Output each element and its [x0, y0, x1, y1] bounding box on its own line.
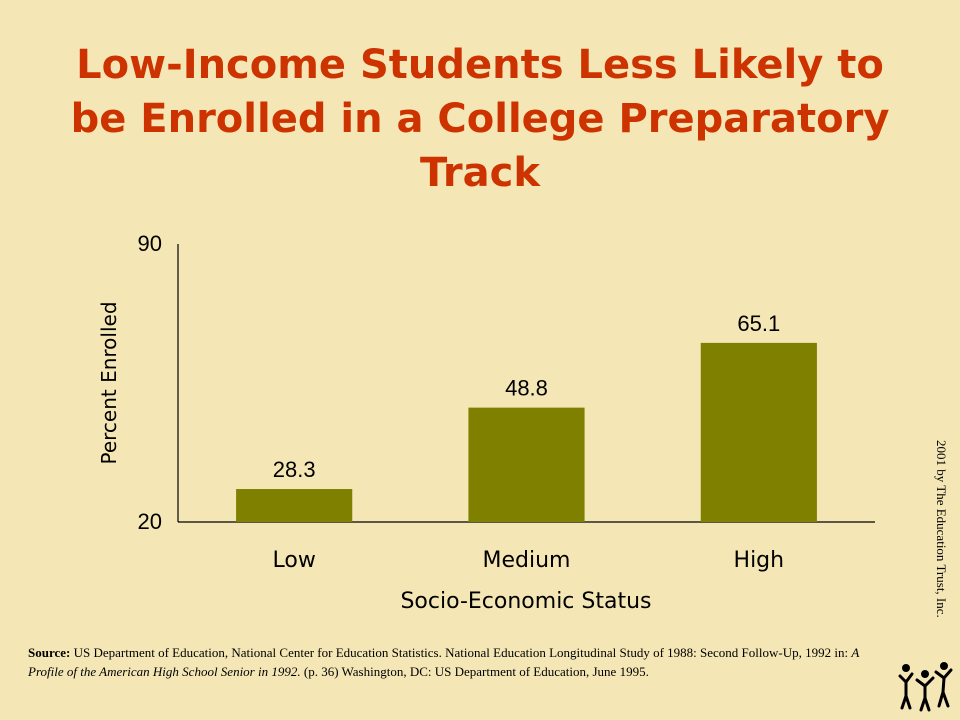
source-note: Source: US Department of Education, Nati… — [28, 643, 868, 681]
x-axis-label: Socio-Economic Status — [400, 589, 651, 614]
source-label: Source: — [28, 645, 71, 660]
y-axis-label: Percent Enrolled — [97, 301, 121, 464]
source-text-before: US Department of Education, National Cen… — [70, 645, 852, 660]
bar-chart: 90 20 Percent Enrolled Socio-Economic St… — [97, 231, 875, 614]
copyright-notice: 2001 by The Education Trust, Inc. — [934, 440, 949, 618]
bar-medium — [468, 407, 585, 522]
data-label-medium: 48.8 — [505, 376, 548, 401]
bar-high — [700, 342, 817, 522]
y-tick-label-max: 90 — [138, 231, 162, 256]
category-label-medium: Medium — [483, 548, 571, 573]
source-publication: A Profile of the American High School Se… — [28, 645, 860, 679]
category-label-high: High — [734, 548, 785, 573]
bar-low — [236, 489, 353, 522]
data-label-high: 65.1 — [737, 311, 780, 336]
y-tick-label-min: 20 — [138, 509, 162, 534]
category-label-low: Low — [273, 548, 316, 573]
source-text-after: (p. 36) Washington, DC: US Department of… — [300, 664, 649, 679]
education-trust-logo-icon — [898, 662, 953, 712]
data-label-low: 28.3 — [273, 457, 316, 482]
chart-title: Low-Income Students Less Likely to be En… — [70, 42, 890, 196]
bars-group: 28.3 Low 48.8 Medium 65.1 High — [236, 311, 817, 573]
